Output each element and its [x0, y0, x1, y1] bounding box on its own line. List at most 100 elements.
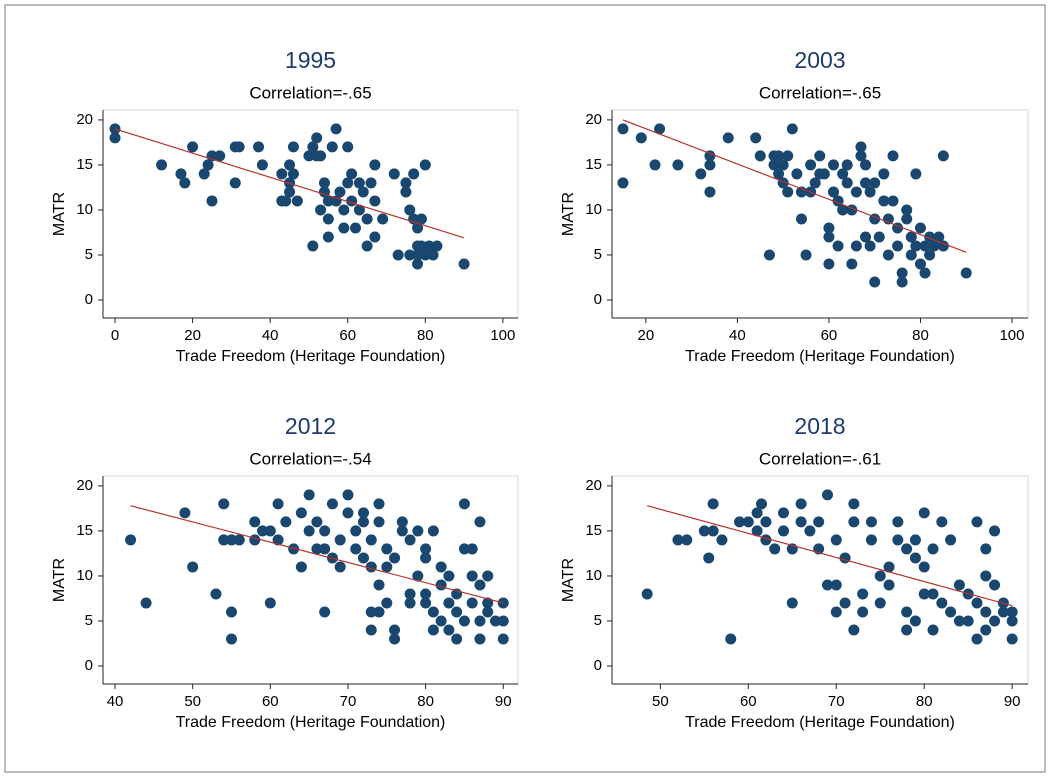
point — [909, 615, 921, 627]
point — [654, 123, 666, 135]
x-axis-label: Trade Freedom (Heritage Foundation) — [685, 348, 955, 365]
point — [937, 150, 949, 162]
point — [431, 240, 443, 252]
point — [365, 534, 377, 546]
point — [828, 159, 840, 171]
point — [919, 267, 931, 279]
y-axis-label: MATR — [560, 192, 577, 236]
point — [342, 177, 354, 189]
fit-line — [114, 128, 465, 239]
point — [818, 168, 830, 180]
point — [855, 141, 867, 153]
point — [795, 213, 807, 225]
point — [927, 543, 939, 555]
point — [839, 597, 851, 609]
point — [860, 159, 872, 171]
point — [909, 552, 921, 564]
y-tick-label: 20 — [585, 111, 602, 128]
y-tick-label: 15 — [76, 522, 93, 539]
point — [229, 177, 241, 189]
point — [388, 168, 400, 180]
point — [179, 507, 191, 519]
point — [435, 561, 447, 573]
point — [823, 231, 835, 243]
point — [980, 543, 992, 555]
point — [187, 561, 199, 573]
point — [896, 267, 908, 279]
point — [918, 507, 930, 519]
point — [451, 633, 463, 645]
point — [795, 516, 807, 528]
y-tick-label: 5 — [594, 612, 602, 629]
point — [338, 222, 350, 234]
point — [396, 525, 408, 537]
x-tick-label: 70 — [828, 693, 845, 710]
point — [218, 534, 230, 546]
y-tick-label: 15 — [76, 156, 93, 173]
point — [936, 597, 948, 609]
point — [276, 168, 288, 180]
point — [373, 606, 385, 618]
point — [830, 606, 842, 618]
point — [805, 159, 817, 171]
point — [357, 507, 369, 519]
x-tick-label: 80 — [916, 693, 933, 710]
point — [971, 516, 983, 528]
point — [377, 213, 389, 225]
point — [892, 516, 904, 528]
point — [933, 231, 945, 243]
y-tick-label: 15 — [585, 522, 602, 539]
point — [179, 177, 191, 189]
point — [857, 606, 869, 618]
point — [474, 615, 486, 627]
point — [848, 516, 860, 528]
point — [828, 186, 840, 198]
point — [427, 624, 439, 636]
point — [795, 498, 807, 510]
point — [703, 552, 715, 564]
point — [1006, 615, 1018, 627]
point — [319, 525, 331, 537]
point — [873, 231, 885, 243]
point — [754, 150, 766, 162]
point — [791, 168, 803, 180]
point — [156, 159, 168, 171]
point — [980, 570, 992, 582]
point — [249, 534, 261, 546]
point — [233, 141, 245, 153]
point — [878, 195, 890, 207]
point — [404, 249, 416, 261]
point — [837, 168, 849, 180]
point — [989, 615, 1001, 627]
point — [905, 249, 917, 261]
y-tick-label: 0 — [85, 291, 93, 308]
point — [218, 498, 230, 510]
x-tick-label: 80 — [417, 327, 434, 344]
point — [865, 516, 877, 528]
y-tick-label: 0 — [85, 657, 93, 674]
point — [357, 186, 369, 198]
point — [210, 588, 222, 600]
point — [319, 606, 331, 618]
point — [864, 186, 876, 198]
y-tick-label: 20 — [76, 111, 93, 128]
point — [768, 159, 780, 171]
point — [734, 516, 746, 528]
point — [751, 507, 763, 519]
x-tick-label: 80 — [417, 693, 434, 710]
point — [1006, 633, 1018, 645]
x-tick-label: 60 — [740, 693, 757, 710]
point — [315, 204, 327, 216]
point — [901, 606, 913, 618]
point — [280, 195, 292, 207]
point — [821, 489, 833, 501]
x-tick-label: 80 — [912, 327, 929, 344]
point — [404, 534, 416, 546]
point — [760, 534, 772, 546]
point — [342, 141, 354, 153]
point — [404, 597, 416, 609]
x-tick-label: 50 — [652, 693, 669, 710]
point — [311, 543, 323, 555]
y-tick-label: 20 — [76, 477, 93, 494]
point — [919, 240, 931, 252]
